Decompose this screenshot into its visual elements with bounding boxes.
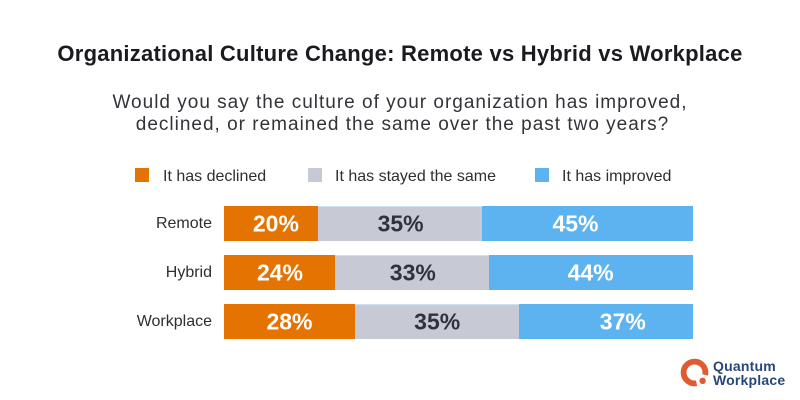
svg-text:Quantum: Quantum bbox=[713, 358, 776, 374]
svg-text:Workplace: Workplace bbox=[713, 372, 785, 388]
